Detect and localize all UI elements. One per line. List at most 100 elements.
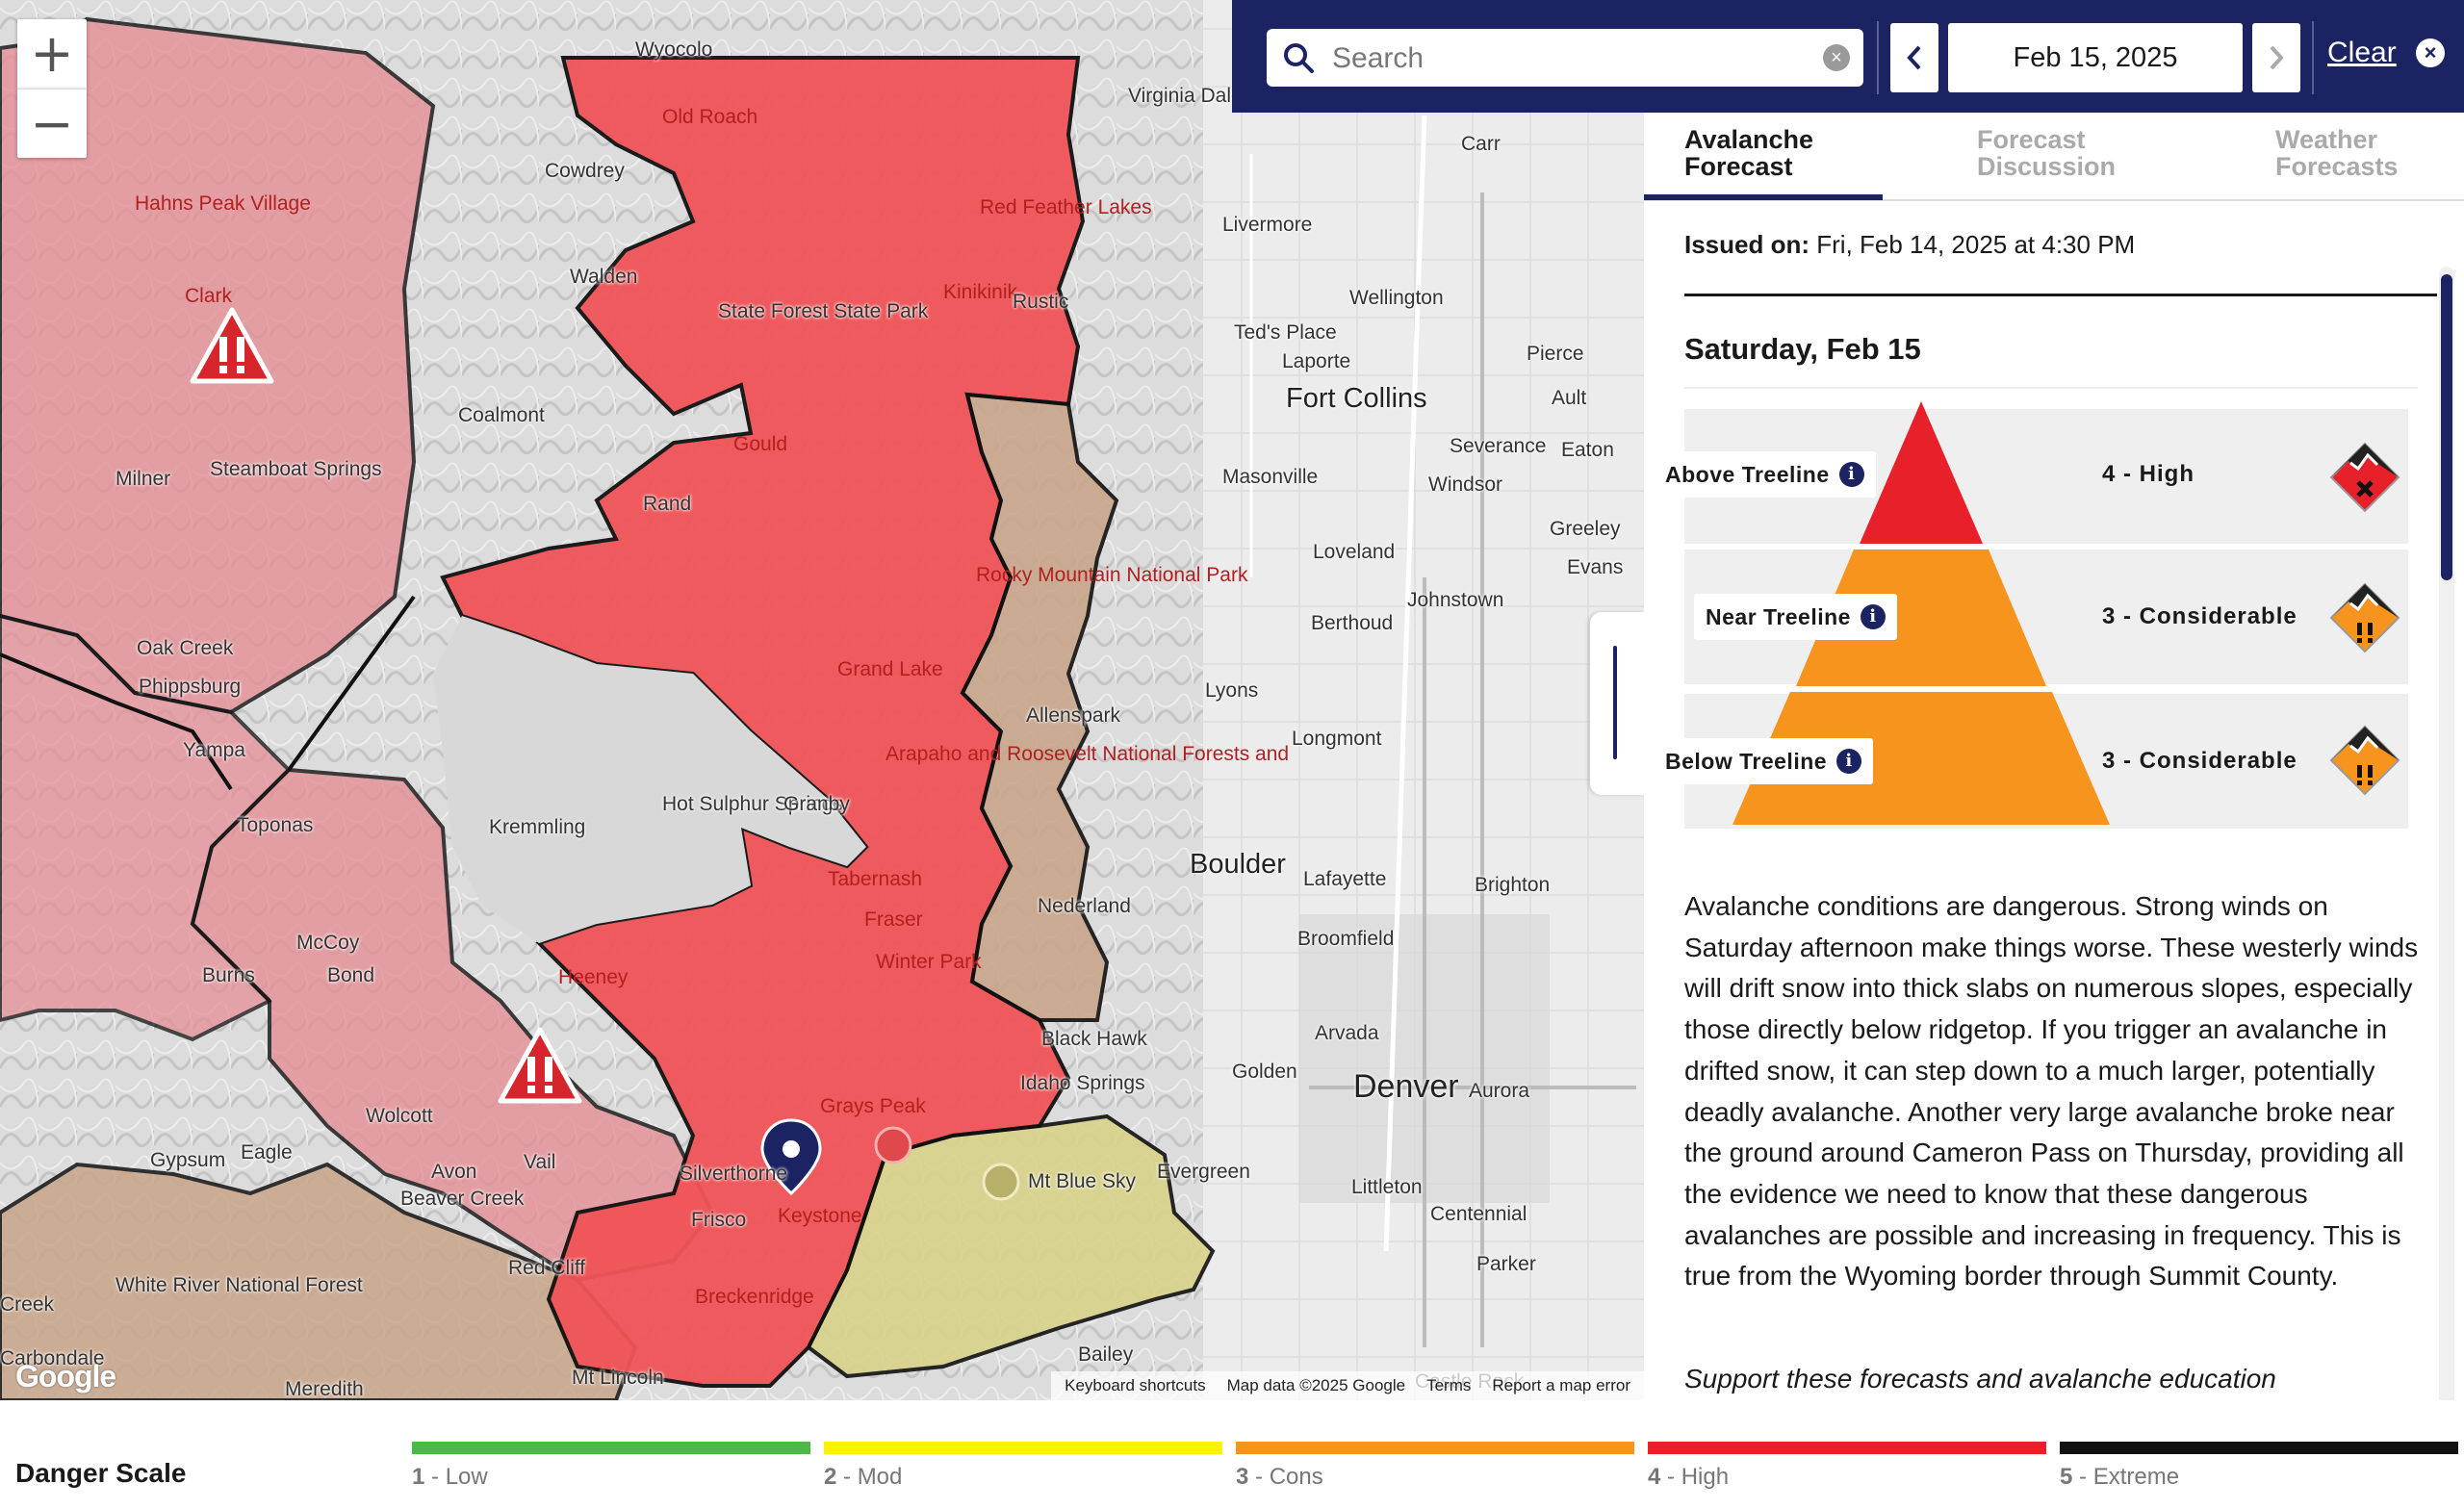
divider bbox=[1877, 21, 1879, 94]
place-label: Evans bbox=[1567, 556, 1624, 578]
map-attribution: Keyboard shortcuts Map data ©2025 Google… bbox=[1051, 1371, 1644, 1400]
place-label: Littleton bbox=[1351, 1176, 1423, 1198]
clear-search-icon[interactable]: × bbox=[1823, 44, 1850, 71]
zone-rmnp bbox=[960, 392, 1119, 1022]
elevation-label-below[interactable]: Below Treeline i bbox=[1654, 738, 1874, 784]
panel-collapse-handle[interactable] bbox=[1590, 612, 1644, 795]
warning-icon[interactable] bbox=[189, 306, 275, 387]
danger-scale: Danger Scale 1 - Low 2 - Mod 3 - Cons 4 … bbox=[0, 1400, 2464, 1509]
place-label: Keystone bbox=[778, 1205, 862, 1227]
zoom-in-button[interactable]: + bbox=[17, 19, 87, 89]
forecast-summary: Avalanche conditions are dangerous. Stro… bbox=[1684, 891, 2419, 1292]
place-label: Eaton bbox=[1561, 439, 1614, 461]
info-icon[interactable]: i bbox=[1838, 462, 1864, 487]
place-label: Idaho Springs bbox=[1020, 1072, 1145, 1094]
search-box[interactable]: × bbox=[1267, 29, 1863, 87]
place-label: Virginia Dale bbox=[1128, 85, 1243, 107]
elevation-label-above[interactable]: Above Treeline i bbox=[1654, 451, 1876, 498]
info-icon[interactable]: i bbox=[1836, 749, 1862, 774]
danger-level-high: 4 - High bbox=[1648, 1442, 2046, 1491]
scrollbar-thumb[interactable] bbox=[2441, 274, 2452, 580]
report-error-link[interactable]: Report a map error bbox=[1492, 1376, 1630, 1394]
tab-weather-forecasts[interactable]: Weather Forecasts bbox=[2275, 125, 2399, 181]
info-icon[interactable]: i bbox=[1860, 604, 1886, 629]
place-label: Gypsum bbox=[150, 1149, 226, 1171]
keyboard-shortcuts-link[interactable]: Keyboard shortcuts bbox=[1065, 1376, 1206, 1394]
elevation-label-near[interactable]: Near Treeline i bbox=[1694, 594, 1897, 640]
place-label: Milner bbox=[116, 468, 171, 490]
place-label: Laporte bbox=[1282, 350, 1351, 372]
danger-level-moderate: 2 - Mod bbox=[824, 1442, 1222, 1491]
place-label: Gould bbox=[733, 433, 788, 455]
place-label: Boulder bbox=[1190, 849, 1286, 880]
danger-considerable-icon bbox=[2329, 582, 2400, 653]
divider bbox=[1684, 294, 2437, 296]
place-label: Rand bbox=[643, 493, 692, 515]
clear-icon[interactable]: × bbox=[2416, 38, 2445, 67]
danger-high-icon bbox=[2329, 442, 2400, 513]
place-label: Mt Lincoln bbox=[572, 1367, 664, 1389]
place-label: Grays Peak bbox=[820, 1095, 926, 1117]
place-label: Brighton bbox=[1475, 874, 1551, 896]
place-label: Ault bbox=[1552, 387, 1587, 409]
place-label: Lafayette bbox=[1303, 868, 1387, 890]
place-label: Red Feather Lakes bbox=[980, 196, 1152, 218]
place-label: Pierce bbox=[1527, 343, 1584, 365]
place-label: Frisco bbox=[691, 1209, 747, 1231]
place-label: Aurora bbox=[1469, 1080, 1530, 1102]
map-view[interactable]: Wyocolo Old Roach Virginia Dale Cowdrey Carr… bbox=[0, 0, 1644, 1400]
place-label: Hot Sulphur Springs bbox=[662, 793, 843, 815]
place-label: Beaver Creek bbox=[400, 1188, 525, 1210]
warning-icon[interactable] bbox=[497, 1026, 583, 1107]
date-picker[interactable]: Feb 15, 2025 bbox=[1948, 23, 2243, 92]
google-logo: Google bbox=[15, 1359, 116, 1394]
search-input[interactable] bbox=[1330, 37, 1796, 81]
top-bar: × Feb 15, 2025 Clear × bbox=[1232, 0, 2464, 113]
level-bar bbox=[1648, 1442, 2046, 1454]
rating-below: 3 - Considerable bbox=[2102, 748, 2297, 774]
location-marker bbox=[760, 1118, 822, 1196]
place-label: Heeney bbox=[558, 966, 629, 988]
level-bar bbox=[2060, 1442, 2458, 1454]
place-label: Mt Blue Sky bbox=[1028, 1170, 1137, 1192]
place-label: Rustic bbox=[1013, 291, 1069, 313]
terms-link[interactable]: Terms bbox=[1426, 1376, 1472, 1394]
chevron-left-icon bbox=[1907, 45, 1921, 70]
place-label: Fraser bbox=[864, 908, 923, 931]
next-date-button[interactable] bbox=[2252, 23, 2300, 92]
danger-level-considerable: 3 - Cons bbox=[1236, 1442, 1634, 1491]
divider bbox=[2312, 21, 2314, 94]
tab-forecast-discussion[interactable]: Forecast Discussion bbox=[1977, 125, 2117, 181]
tab-avalanche-forecast[interactable]: Avalanche Forecast bbox=[1684, 125, 1814, 181]
place-label: Old Roach bbox=[662, 106, 758, 128]
forecast-panel: Avalanche Forecast Forecast Discussion Wea… bbox=[1644, 113, 2464, 1400]
place-label: Greeley bbox=[1550, 518, 1621, 540]
zoom-out-button[interactable]: − bbox=[17, 89, 87, 158]
pyramid-above-treeline bbox=[1860, 401, 1983, 544]
place-label: Silverthorne bbox=[680, 1163, 788, 1185]
place-label: Centennial bbox=[1430, 1203, 1527, 1225]
danger-level-extreme: 5 - Extreme bbox=[2060, 1442, 2458, 1491]
place-label: Longmont bbox=[1292, 728, 1382, 750]
clear-link[interactable]: Clear bbox=[2327, 37, 2397, 68]
place-label: Avon bbox=[431, 1161, 477, 1183]
place-label: Masonville bbox=[1222, 466, 1319, 488]
place-label: Parker bbox=[1476, 1253, 1536, 1275]
place-label: Severance bbox=[1450, 435, 1547, 457]
place-label: State Forest State Park bbox=[718, 300, 929, 322]
peak-marker-blue-sky bbox=[982, 1163, 1020, 1201]
place-label: Red Cliff bbox=[508, 1257, 586, 1279]
place-label: Yampa bbox=[183, 739, 245, 761]
place-label: Breckenridge bbox=[695, 1286, 814, 1308]
map-canvas[interactable] bbox=[0, 0, 1644, 1400]
chevron-right-icon bbox=[2270, 45, 2284, 70]
place-label: Windsor bbox=[1428, 473, 1503, 496]
rating-above: 4 - High bbox=[2102, 461, 2194, 487]
prev-date-button[interactable] bbox=[1890, 23, 1938, 92]
pyramid-near-treeline bbox=[1796, 550, 2046, 686]
danger-scale-title: Danger Scale bbox=[15, 1458, 187, 1488]
place-label: Walden bbox=[570, 266, 638, 288]
place-label: Creek bbox=[0, 1293, 55, 1316]
place-label: Hahns Peak Village bbox=[135, 192, 311, 215]
place-label: Nederland bbox=[1038, 895, 1131, 917]
